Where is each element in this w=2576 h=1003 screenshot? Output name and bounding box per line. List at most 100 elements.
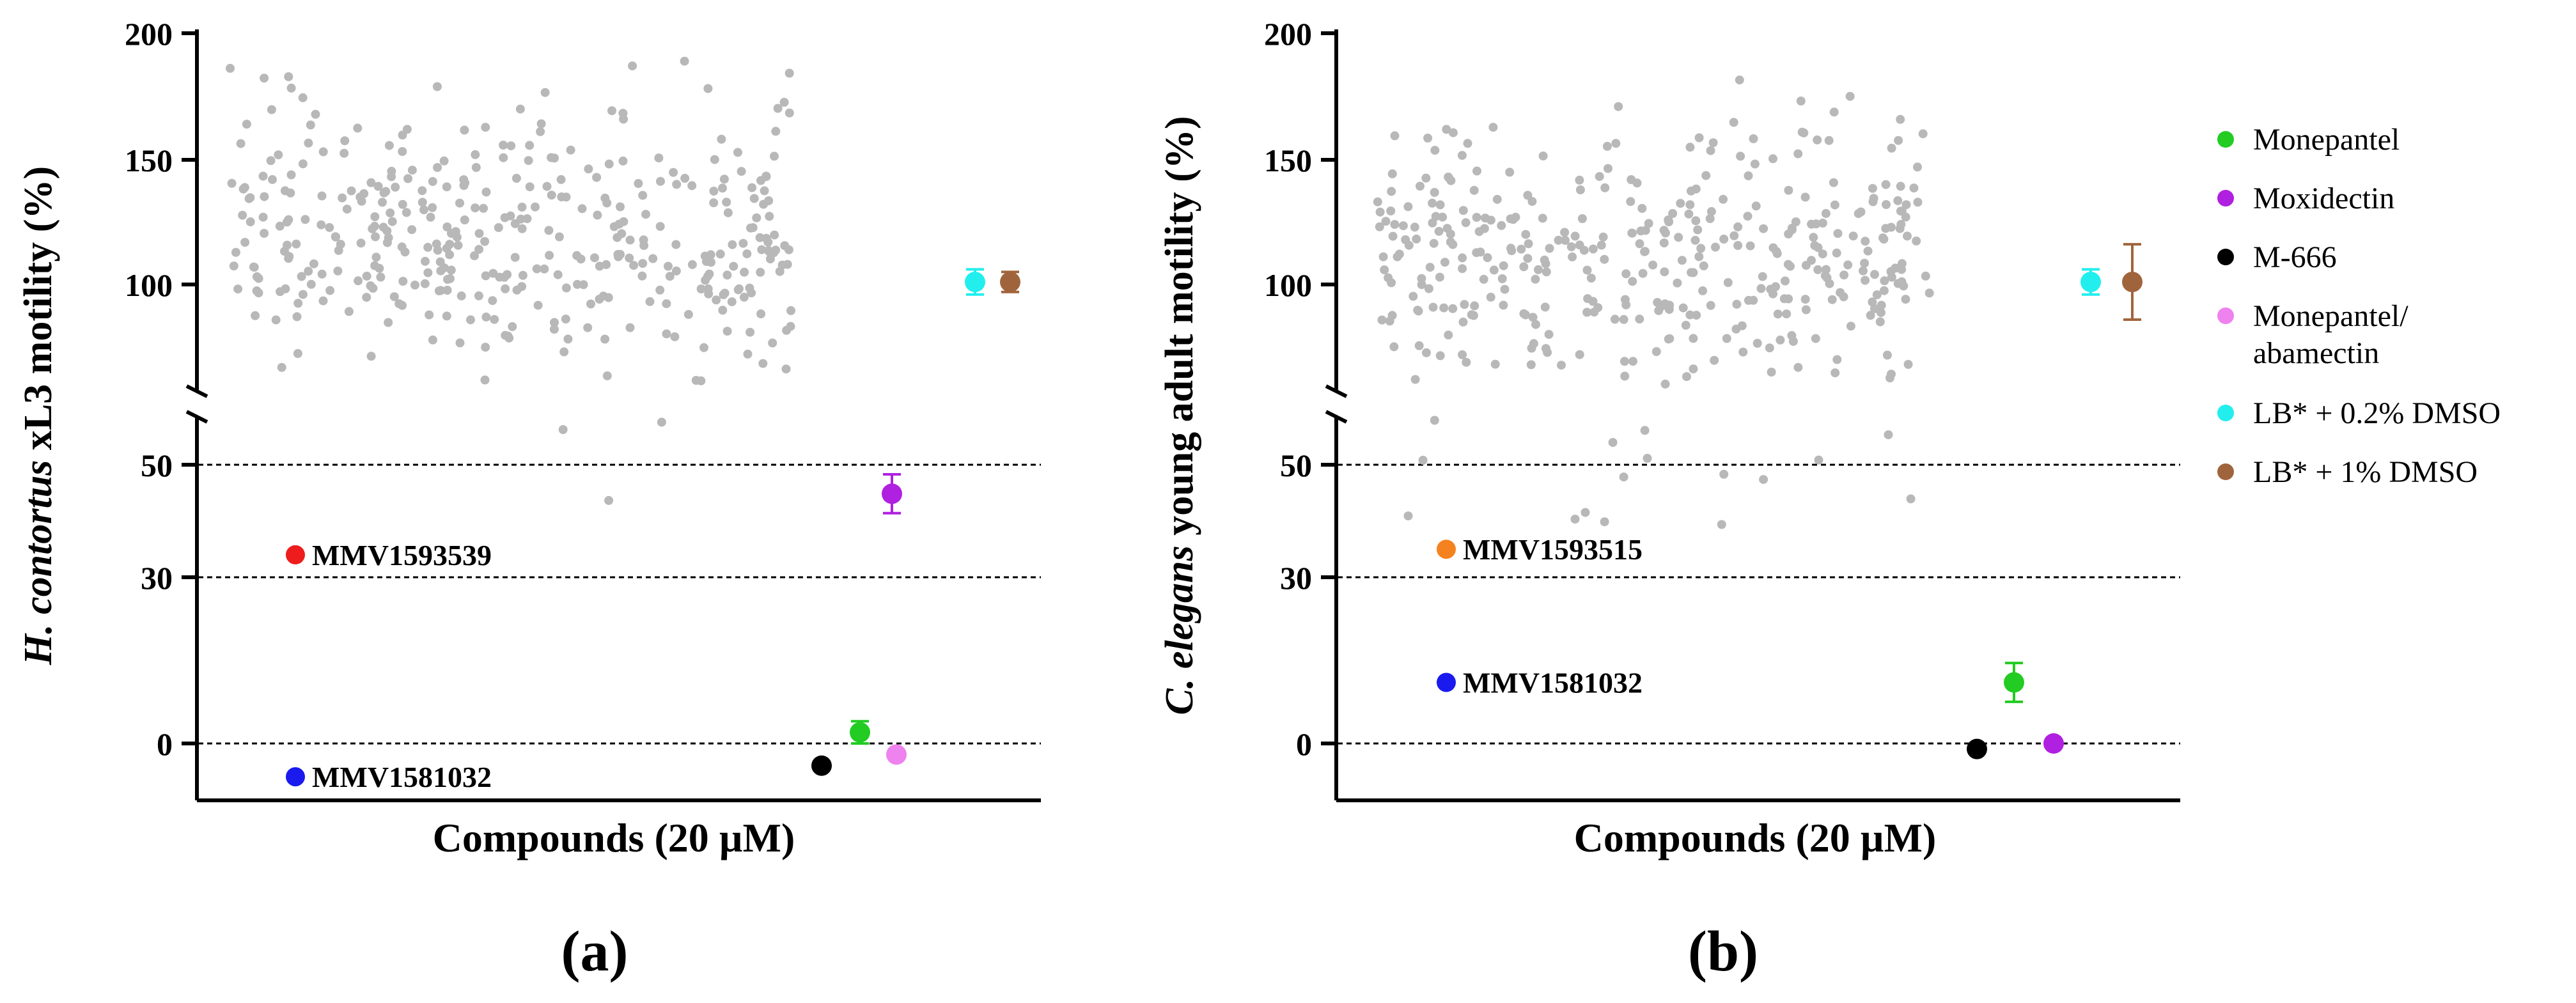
screening-point [1678, 303, 1688, 313]
screening-point [466, 315, 475, 325]
screening-point [746, 223, 755, 233]
screening-point [549, 325, 559, 334]
screening-point [366, 352, 376, 361]
screening-point [559, 347, 569, 357]
screening-point [602, 371, 612, 380]
screening-point [749, 194, 759, 203]
screening-point [1830, 200, 1839, 210]
screening-point [759, 199, 769, 209]
highlight-label-mmv1593515: MMV1593515 [1463, 533, 1643, 566]
screening-point [1901, 295, 1910, 304]
screening-point [1409, 292, 1418, 301]
screening-point [1582, 307, 1592, 317]
ytick-label-b-30: 30 [1280, 560, 1312, 596]
screening-point [316, 220, 326, 229]
screening-point [488, 268, 498, 278]
screening-point [1413, 306, 1423, 315]
screening-point [1924, 288, 1934, 298]
screening-point [1570, 515, 1580, 524]
ytick-label-b-50: 50 [1280, 447, 1312, 483]
screening-point [1784, 229, 1793, 238]
screening-point [407, 225, 417, 235]
screening-point [1793, 149, 1803, 159]
screening-point [590, 253, 599, 263]
screening-point [471, 150, 480, 159]
screening-point [442, 311, 451, 321]
screening-point [1648, 260, 1658, 270]
screening-point [639, 241, 649, 250]
screening-point [1604, 164, 1612, 173]
screening-point [1691, 216, 1701, 226]
legend-marker-monepantel-abamectin [2217, 307, 2234, 324]
screening-point [474, 291, 483, 300]
screening-point [540, 88, 550, 97]
screening-point [233, 284, 243, 294]
control-point-monepantel [850, 722, 870, 743]
screening-point [670, 332, 680, 341]
screening-point [1814, 455, 1823, 465]
screening-point [544, 226, 554, 235]
screening-point [755, 233, 765, 242]
screening-point [1462, 357, 1471, 367]
y-ticks-b [1321, 31, 1336, 745]
screening-point [398, 277, 408, 286]
screening-point [371, 232, 380, 242]
screening-point [1486, 292, 1495, 302]
screening-point [614, 252, 623, 261]
screening-point [625, 323, 635, 332]
screening-point [664, 261, 673, 271]
screening-point [699, 343, 708, 352]
screening-point [1875, 317, 1885, 327]
screening-point [1442, 224, 1452, 233]
screening-point [251, 311, 260, 320]
screening-point [446, 265, 456, 275]
legend-marker-m-666 [2217, 249, 2234, 265]
screening-point [1921, 271, 1930, 281]
screening-point [743, 349, 753, 359]
screening-point [722, 327, 732, 336]
screening-point [501, 284, 510, 293]
screening-point [1869, 194, 1878, 203]
screening-point [1773, 309, 1783, 319]
screening-point [1903, 231, 1912, 241]
screening-point [1781, 276, 1790, 286]
screening-point [286, 188, 295, 198]
screening-point [561, 315, 570, 324]
screening-point [522, 214, 532, 224]
screening-point [1706, 206, 1716, 216]
screening-point [1800, 295, 1810, 304]
screening-point [1882, 200, 1891, 209]
screening-point [1435, 272, 1444, 282]
screening-point [353, 123, 363, 133]
screening-point [1758, 272, 1767, 281]
screening-point [1463, 139, 1472, 148]
screening-point [1654, 306, 1664, 315]
reference-lines-a [198, 463, 1041, 745]
screening-point [696, 284, 706, 293]
screening-point [765, 212, 774, 221]
screening-point [1457, 151, 1467, 160]
screening-point [1768, 154, 1777, 164]
screening-point [400, 247, 410, 257]
screening-point [1664, 334, 1673, 344]
screening-point [1813, 265, 1823, 274]
screening-point [334, 245, 343, 255]
screening-point [1801, 305, 1811, 315]
screening-point [1619, 315, 1628, 324]
screening-point [577, 204, 587, 214]
screening-point [282, 217, 292, 227]
screening-point [1600, 254, 1609, 264]
screening-point [1787, 330, 1797, 340]
screening-point [1861, 276, 1870, 285]
screening-point [268, 175, 277, 184]
screening-point [645, 297, 655, 306]
screening-point [292, 239, 301, 249]
screening-point [1743, 212, 1752, 221]
screening-point [662, 299, 671, 309]
screening-point [1483, 253, 1492, 262]
screening-point [1913, 162, 1922, 172]
screening-point [1676, 199, 1685, 208]
screening-point [1444, 330, 1453, 340]
screening-point [654, 153, 664, 163]
screening-point [1759, 224, 1768, 233]
